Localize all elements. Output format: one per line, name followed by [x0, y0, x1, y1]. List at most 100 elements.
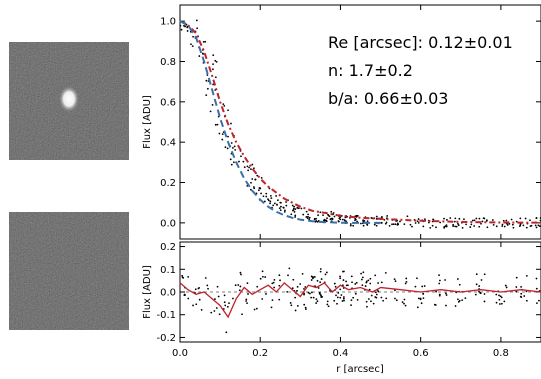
profile-data-point: [333, 215, 336, 218]
residual-data-point: [535, 277, 538, 280]
residual-data-point: [523, 295, 526, 297]
residual-data-point: [310, 296, 313, 299]
residual-data-point: [385, 297, 388, 300]
profile-data-point: [246, 165, 249, 168]
profile-data-point: [260, 177, 263, 179]
residual-data-point: [457, 298, 459, 301]
residual-data-point: [365, 300, 368, 303]
residual-ytick-label: -0.1: [156, 310, 176, 321]
residual-data-point: [403, 298, 406, 301]
residual-data-point: [345, 284, 348, 287]
residual-data-point: [515, 290, 518, 293]
residual-data-point: [181, 274, 184, 277]
profile-data-point: [276, 203, 278, 206]
residual-data-point: [474, 293, 477, 296]
profile-data-point: [506, 224, 509, 226]
residual-data-point: [438, 282, 441, 285]
profile-data-point: [280, 201, 282, 204]
profile-data-point: [211, 104, 214, 106]
residual-data-point: [520, 286, 522, 288]
residual-data-point: [228, 302, 230, 305]
residual-data-point: [237, 284, 240, 286]
residual-data-point: [520, 292, 523, 295]
residual-data-point: [182, 276, 185, 279]
residual-data-point: [345, 280, 347, 283]
profile-data-point: [535, 226, 538, 229]
residual-data-point: [311, 276, 314, 278]
residual-data-point: [405, 280, 408, 283]
profile-data-point: [202, 40, 205, 43]
profile-data-point: [240, 155, 242, 158]
residual-data-point: [350, 275, 353, 278]
profile-data-point: [373, 223, 376, 226]
residual-data-point: [377, 282, 380, 284]
residual-data-point: [361, 276, 364, 279]
residual-data-point: [370, 294, 373, 297]
residual-data-point: [315, 302, 318, 304]
residual-data-point: [434, 304, 437, 306]
profile-data-point: [519, 224, 522, 226]
residual-data-point: [393, 278, 396, 280]
residual-data-point: [515, 276, 518, 279]
profile-data-point: [457, 222, 459, 225]
profile-data-point: [248, 166, 250, 169]
profile-data-point: [503, 225, 506, 228]
residual-data-point: [352, 296, 355, 299]
residual-data-point: [278, 284, 281, 287]
residual-data-point: [369, 277, 372, 280]
residual-data-point: [271, 282, 274, 285]
residual-data-point: [245, 298, 248, 301]
residual-data-point: [495, 301, 498, 304]
profile-data-point: [222, 103, 225, 106]
profile-data-point: [486, 226, 489, 229]
profile-data-point: [384, 222, 387, 225]
residual-data-point: [303, 303, 306, 306]
residual-data-point: [374, 274, 377, 277]
residual-data-point: [319, 268, 322, 270]
residual-data-point: [361, 278, 363, 281]
residual-data-point: [423, 285, 426, 287]
profile-data-point: [275, 195, 278, 197]
residual-data-point: [271, 299, 274, 301]
profile-plot-frame: [179, 4, 541, 240]
residual-data-point: [444, 279, 446, 281]
profile-data-point: [352, 224, 355, 227]
residual-data-point: [350, 299, 353, 302]
profile-data-point: [216, 123, 219, 126]
residual-data-point: [456, 278, 459, 280]
residual-data-point: [499, 295, 502, 298]
profile-data-point: [263, 200, 266, 203]
residual-data-point: [479, 292, 482, 295]
profile-data-point: [243, 166, 246, 169]
residual-data-point: [478, 285, 481, 287]
residual-data-point: [327, 305, 330, 308]
residual-data-point: [457, 300, 460, 303]
profile-data-point: [224, 146, 227, 149]
residual-data-point: [261, 298, 264, 300]
profile-data-point: [501, 225, 504, 227]
profile-data-point: [524, 217, 527, 220]
residual-data-point: [259, 277, 262, 280]
residual-data-point: [525, 299, 528, 302]
profile-data-point: [453, 220, 456, 223]
profile-data-point: [454, 217, 457, 220]
profile-data-point: [424, 218, 426, 221]
profile-data-point: [535, 217, 538, 219]
residual-data-point: [286, 290, 289, 293]
profile-data-point: [339, 218, 342, 221]
residual-data-point: [341, 300, 344, 302]
profile-data-point: [525, 226, 528, 229]
profile-data-point: [330, 217, 332, 220]
residual-data-point: [310, 279, 313, 281]
profile-data-point: [257, 189, 260, 192]
residual-data-point: [380, 296, 383, 299]
profile-data-point: [293, 205, 296, 208]
residual-data-point: [239, 271, 242, 274]
residual-data-point: [278, 274, 281, 277]
residual-data-point: [343, 299, 345, 302]
residual-data-point: [304, 306, 307, 309]
profile-data-point: [230, 163, 233, 166]
residual-data-point: [319, 270, 322, 273]
residual-data-point: [319, 281, 322, 284]
profile-data-point: [359, 222, 362, 225]
